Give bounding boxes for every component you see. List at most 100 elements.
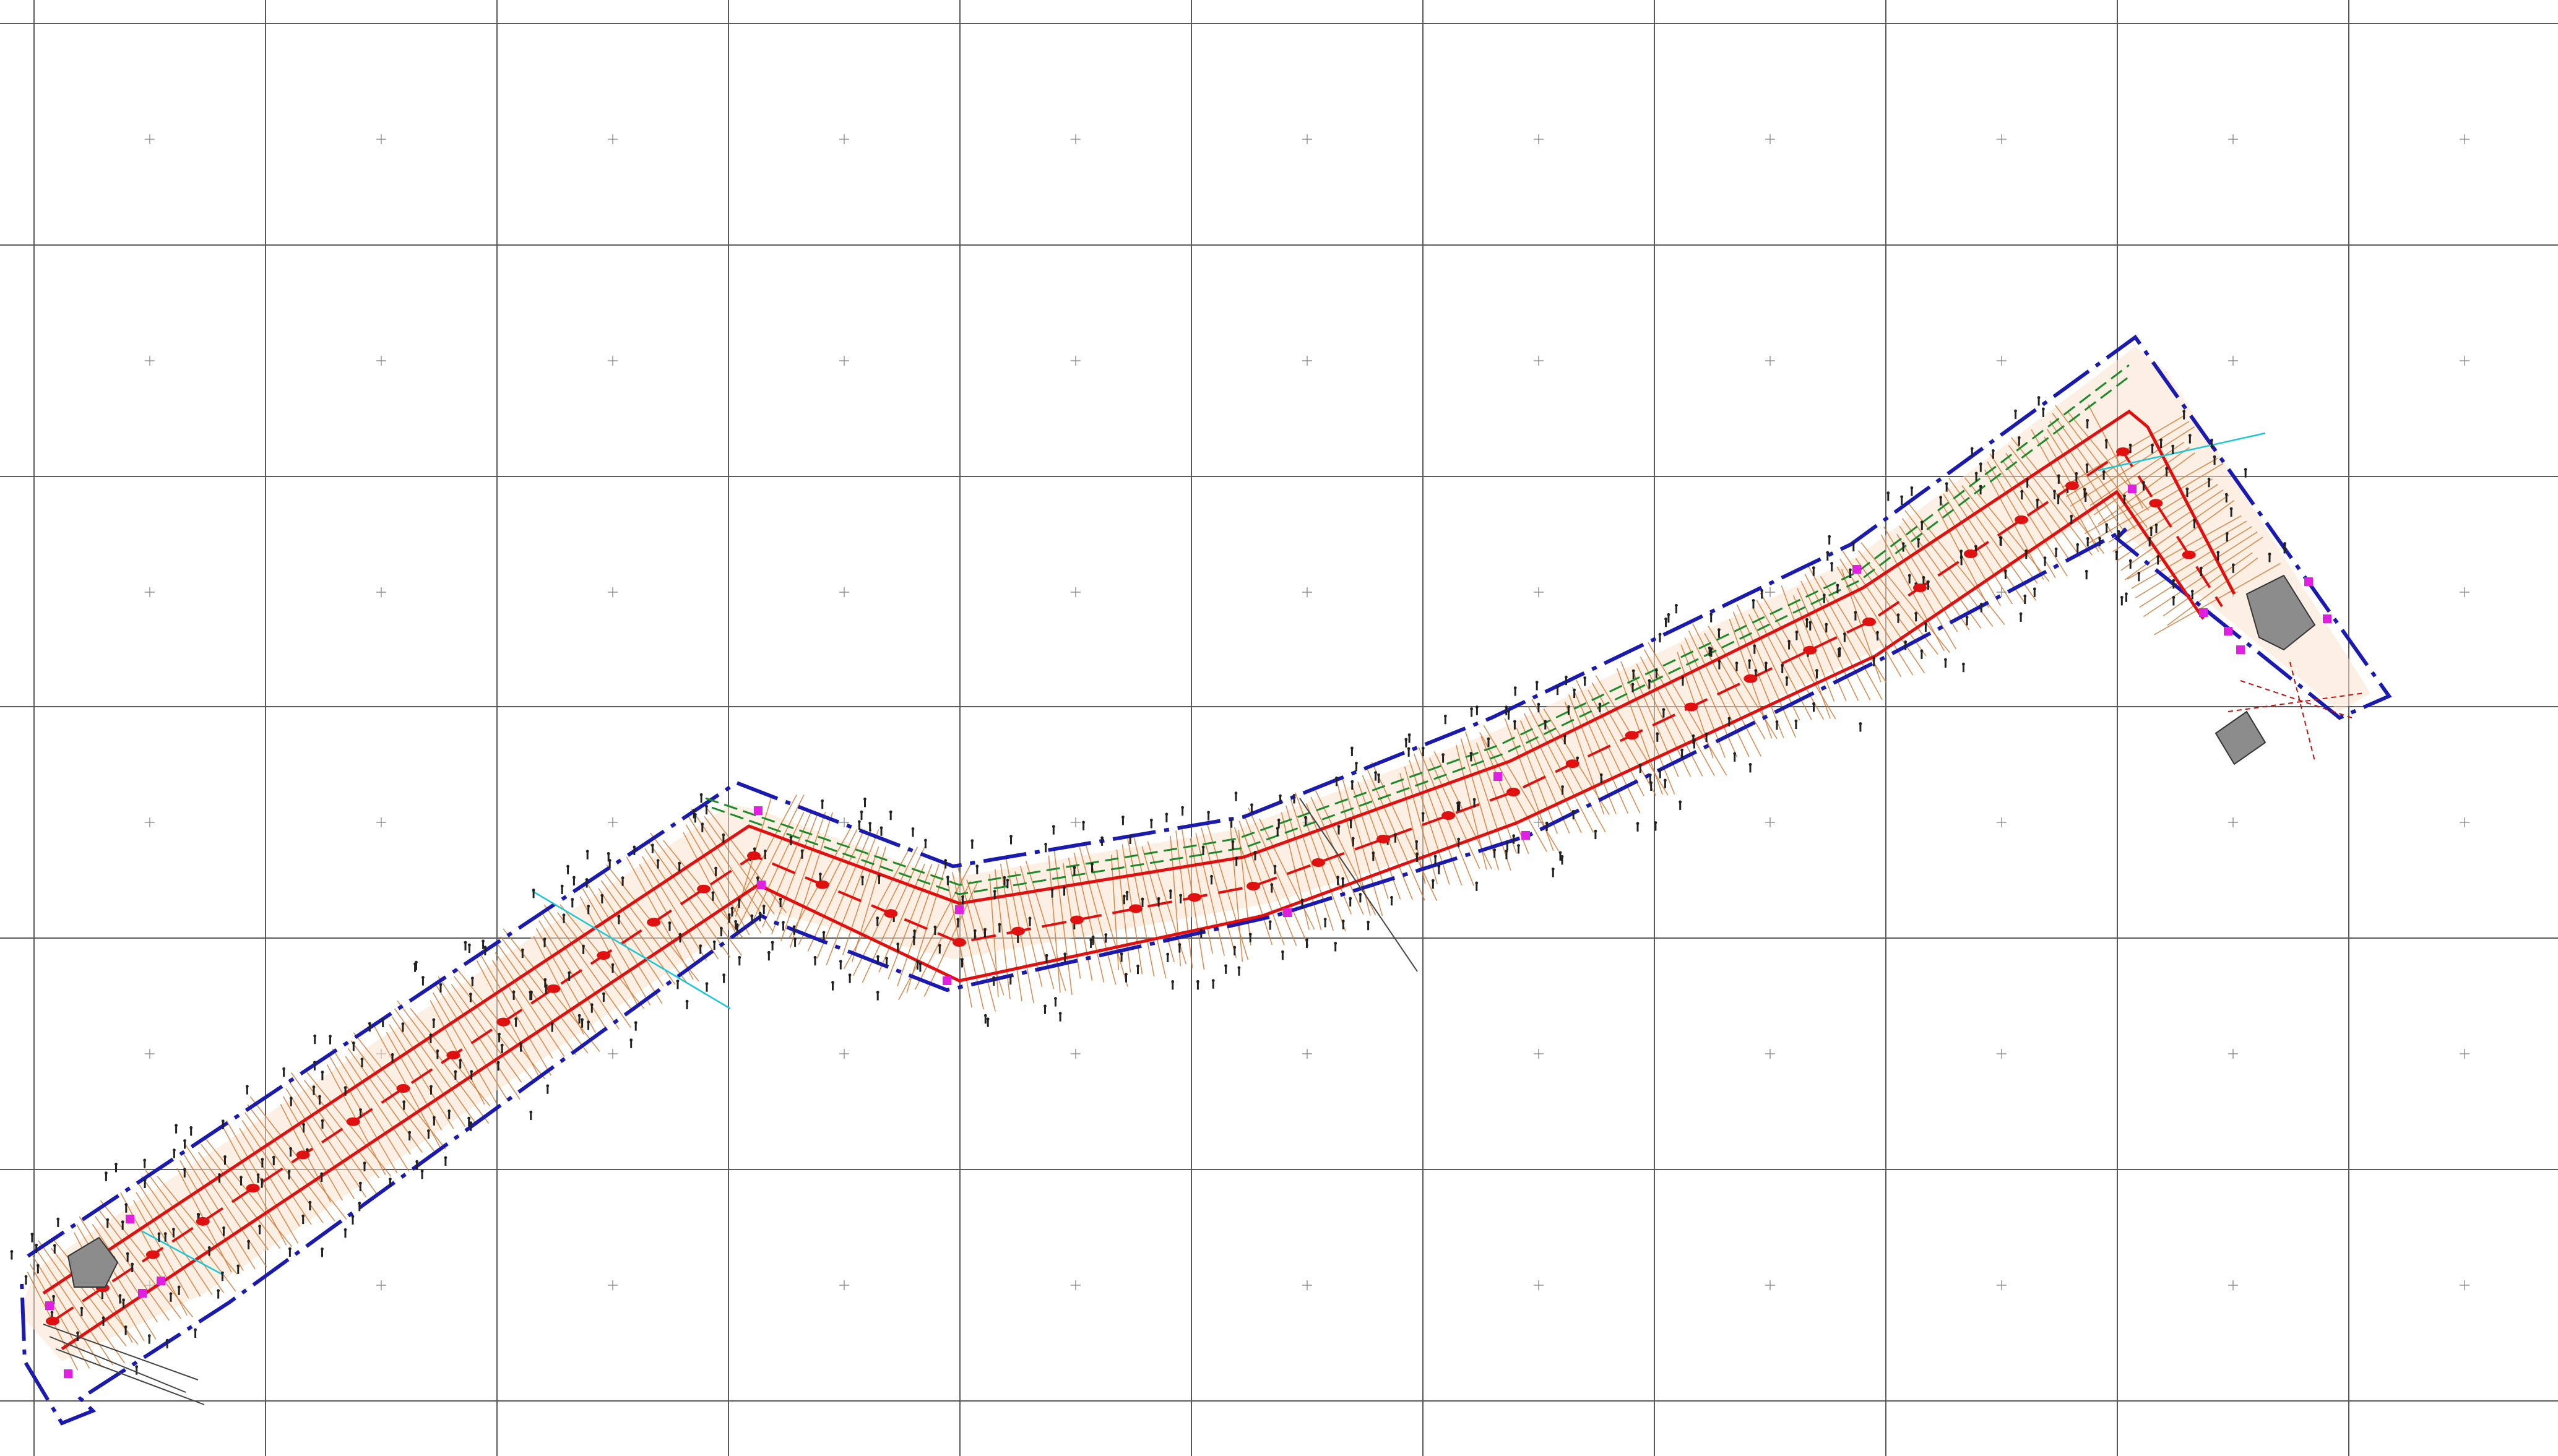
tree-symbol-icon [1900, 495, 1904, 505]
tree-symbol-icon [1896, 613, 1900, 623]
tree-symbol-icon [301, 1214, 305, 1224]
tree-symbol-icon [577, 1014, 581, 1024]
grid-cross-icon [2460, 587, 2469, 597]
tree-symbol-icon [246, 1085, 249, 1095]
station-marker-icon [346, 1117, 360, 1126]
tree-symbol-icon [1748, 659, 1752, 669]
station-marker-icon [953, 938, 966, 947]
section-line-2 [2098, 432, 2266, 472]
tree-symbol-icon [1927, 580, 1930, 590]
survey-point-icon [2236, 645, 2245, 654]
tree-symbol-icon [207, 1246, 211, 1256]
grid-cross-icon [2460, 134, 2469, 144]
tree-symbol-icon [1709, 613, 1713, 622]
tree-symbol-icon [1349, 819, 1353, 829]
station-marker-icon [597, 951, 611, 960]
tree-symbol-icon [1323, 918, 1327, 928]
tree-symbol-icon [1149, 819, 1153, 829]
tree-symbol-icon [2076, 543, 2080, 553]
survey-point-icon [2128, 485, 2137, 493]
tree-symbol-icon [143, 1158, 147, 1168]
tree-symbol-icon [1044, 1004, 1047, 1014]
tree-symbol-icon [1939, 496, 1943, 506]
contour-line [2120, 494, 2229, 571]
tree-symbol-icon [1560, 855, 1564, 865]
tree-symbol-icon [562, 913, 566, 923]
tree-symbol-icon [1390, 895, 1393, 906]
tree-symbol-icon [992, 976, 996, 986]
tree-symbol-icon [2057, 474, 2060, 484]
grid-cross-icon [145, 817, 155, 827]
contour-line [2135, 526, 2252, 598]
tree-symbol-icon [1960, 556, 1963, 566]
tree-symbol-icon [118, 1294, 122, 1304]
tree-symbol-icon [50, 1311, 54, 1320]
end-detail-east [2227, 661, 2365, 762]
tree-symbol-icon [122, 1298, 126, 1308]
tree-symbol-icon [993, 890, 996, 900]
tree-symbol-icon [221, 1119, 225, 1129]
tree-symbol-icon [359, 1108, 362, 1118]
grid-cross-icon [1997, 356, 2007, 366]
tree-symbol-icon [2036, 498, 2039, 509]
tree-symbol-icon [1235, 856, 1238, 866]
grid-cross-icon [1997, 817, 2007, 827]
tree-symbol-icon [1654, 668, 1658, 679]
tree-symbol-icon [321, 1070, 324, 1080]
tree-symbol-icon [585, 878, 589, 888]
tree-symbol-icon [1563, 734, 1566, 744]
tree-symbol-icon [1901, 542, 1905, 552]
contour-line [543, 904, 631, 1028]
tree-symbol-icon [1512, 834, 1516, 844]
tree-symbol-icon [1341, 877, 1345, 887]
contour-line [603, 872, 688, 983]
tree-symbol-icon [459, 1059, 462, 1069]
tree-symbol-icon [600, 894, 604, 903]
contour-line [394, 1008, 478, 1126]
contour-line [533, 936, 584, 1035]
tree-symbol-icon [2154, 523, 2158, 533]
tree-symbol-icon [2207, 477, 2211, 488]
tree-symbol-icon [1166, 952, 1170, 962]
tree-symbol-icon [436, 1049, 439, 1059]
survey-point-icon [1493, 772, 1502, 781]
grid-cross-icon [839, 587, 849, 597]
tree-symbol-icon [1120, 952, 1123, 962]
tree-symbol-icon [694, 813, 697, 823]
tree-symbol-icon [737, 898, 741, 908]
tree-symbol-icon [611, 963, 615, 973]
tree-symbol-icon [1561, 785, 1565, 795]
tree-symbol-icon [1250, 803, 1253, 813]
tree-symbol-icon [1735, 661, 1739, 671]
tree-symbol-icon [521, 948, 524, 958]
grid-cross-icon [376, 587, 386, 597]
tree-symbol-icon [676, 980, 680, 989]
tree-symbol-icon [1292, 794, 1296, 804]
tree-symbol-icon [289, 1096, 293, 1106]
tree-symbol-icon [106, 1218, 110, 1228]
tree-symbol-icon [1910, 486, 1914, 496]
tree-symbol-icon [1727, 717, 1731, 726]
tree-symbol-icon [1970, 447, 1974, 457]
tree-symbol-icon [2054, 547, 2058, 558]
tree-symbol-icon [2014, 409, 2017, 420]
grid-cross-icon [1071, 587, 1081, 597]
survey-point-icon [126, 1215, 134, 1223]
tree-symbol-icon [468, 943, 471, 954]
corridor-centerline [51, 450, 2223, 1322]
tree-symbol-icon [1268, 920, 1272, 930]
contour-line [184, 1144, 267, 1268]
tree-symbol-icon [1805, 618, 1808, 628]
survey-point-icon [2199, 608, 2208, 617]
grid-cross-icon [1534, 587, 1544, 597]
tree-symbol-icon [1367, 920, 1370, 931]
tree-symbol-icon [439, 983, 443, 993]
tree-symbol-icon [602, 992, 605, 1002]
tree-symbol-icon [1558, 851, 1562, 861]
tree-symbol-icon [470, 976, 474, 986]
tree-symbol-icon [1337, 825, 1341, 835]
tree-symbol-icon [634, 1021, 637, 1031]
tree-symbol-icon [705, 804, 708, 815]
tree-symbol-icon [568, 971, 571, 981]
